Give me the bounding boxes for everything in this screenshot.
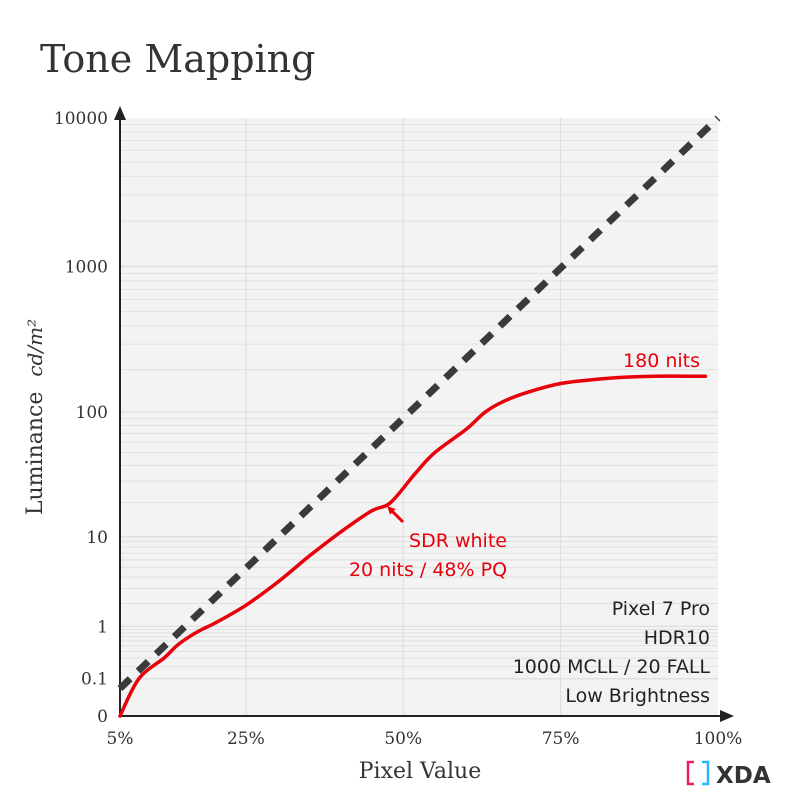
reference-dashed-line [117, 115, 721, 691]
x-tick-label: 25% [227, 729, 265, 749]
x-tick-label: 75% [542, 729, 580, 749]
x-tick-label: 5% [107, 729, 134, 749]
grid [120, 118, 718, 716]
y-tick-label: 0.1 [81, 670, 108, 690]
sdr-white-detail: 20 nits / 48% PQ [349, 559, 507, 581]
info-metadata: 1000 MCLL / 20 FALL [513, 656, 711, 678]
y-tick-label: 100 [76, 403, 108, 423]
y-tick-label: 1 [97, 617, 108, 637]
logo-bracket-right-icon [702, 760, 710, 786]
info-format: HDR10 [644, 627, 710, 649]
x-tick-label: 50% [384, 729, 422, 749]
device-info: Pixel 7 Pro HDR10 1000 MCLL / 20 FALL Lo… [513, 598, 711, 707]
info-device: Pixel 7 Pro [612, 598, 710, 620]
logo-text: XDA [716, 763, 771, 789]
xda-logo: XDA [686, 760, 771, 789]
y-tick-label: 0 [97, 707, 108, 727]
y-tick-label: 1000 [65, 257, 108, 277]
x-axis-label: Pixel Value [359, 759, 482, 784]
y-axis-label: Luminance [23, 392, 48, 515]
tone-mapping-curve [118, 374, 708, 718]
chart-title: Tone Mapping [40, 37, 315, 81]
sdr-white-arrow [387, 506, 405, 524]
y-axis-unit: cd/m² [23, 319, 47, 377]
y-tick-label: 10000 [54, 109, 108, 129]
y-tick-labels: 0 0.1 1 10 100 1000 10000 [54, 109, 108, 727]
axes [114, 106, 734, 722]
y-axis-arrow [114, 106, 126, 120]
y-axis-label-group: Luminance cd/m² [23, 319, 48, 515]
x-tick-labels: 5% 25% 50% 75% 100% [107, 729, 743, 749]
sdr-white-label: SDR white [409, 530, 507, 552]
svg-text:Luminance cd/m²: Luminance cd/m² [23, 319, 48, 515]
x-tick-label: 100% [694, 729, 743, 749]
peak-nits-annotation: 180 nits [623, 350, 700, 372]
info-brightness: Low Brightness [565, 685, 710, 707]
logo-bracket-left-icon [686, 760, 694, 786]
x-axis-arrow [720, 710, 734, 722]
y-tick-label: 10 [86, 528, 108, 548]
